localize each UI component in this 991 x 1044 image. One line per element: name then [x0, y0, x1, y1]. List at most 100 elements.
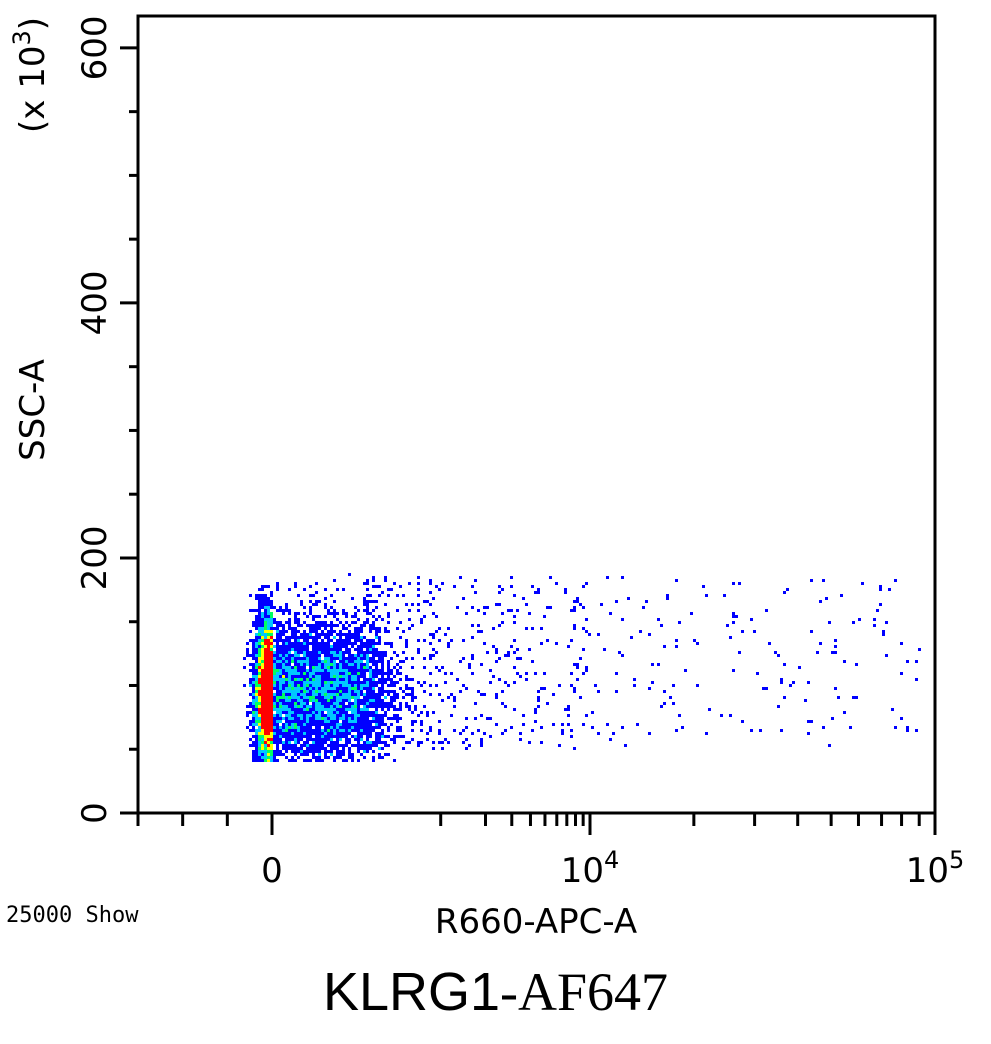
event-dot [498, 657, 501, 660]
event-dot [357, 750, 360, 753]
event-dot [246, 642, 249, 645]
event-dot [261, 726, 264, 729]
event-dot [906, 729, 909, 732]
event-dot [336, 693, 339, 696]
event-dot [300, 726, 303, 729]
event-dot [315, 669, 318, 672]
event-dot [441, 741, 444, 744]
event-dot [318, 702, 321, 705]
event-dot [399, 678, 402, 681]
event-dot [423, 681, 426, 684]
event-dot [291, 645, 294, 648]
event-dot [375, 675, 378, 678]
event-dot [327, 750, 330, 753]
event-dot [330, 711, 333, 714]
event-dot [573, 627, 576, 630]
event-dot [330, 690, 333, 693]
event-dot [375, 732, 378, 735]
event-dot [318, 699, 321, 702]
event-dot [372, 750, 375, 753]
event-dot [261, 738, 264, 741]
event-dot [267, 732, 270, 735]
event-dot [279, 630, 282, 633]
event-dot [408, 678, 411, 681]
figure-caption: KLRG1-AF647 [0, 962, 991, 1022]
event-dot [279, 681, 282, 684]
event-dot [819, 600, 822, 603]
event-dot [360, 630, 363, 633]
event-dot [354, 699, 357, 702]
event-dot [411, 657, 414, 660]
event-dot [348, 690, 351, 693]
event-dot [336, 705, 339, 708]
event-dot [318, 657, 321, 660]
event-dot [255, 639, 258, 642]
event-dot [405, 642, 408, 645]
event-dot [270, 666, 273, 669]
event-dot [327, 729, 330, 732]
event-dot [411, 699, 414, 702]
event-dot [255, 669, 258, 672]
event-dot [318, 675, 321, 678]
event-dot [282, 699, 285, 702]
event-dot [315, 726, 318, 729]
event-dot [393, 693, 396, 696]
event-dot [354, 621, 357, 624]
event-dot [309, 627, 312, 630]
event-dot [264, 657, 267, 660]
event-dot [378, 741, 381, 744]
event-dot [270, 759, 273, 762]
event-dot [261, 675, 264, 678]
event-dot [504, 705, 507, 708]
event-dot [372, 705, 375, 708]
event-dot [378, 723, 381, 726]
event-dot [276, 735, 279, 738]
event-dot [255, 720, 258, 723]
event-dot [282, 630, 285, 633]
event-dot [249, 654, 252, 657]
event-dot [342, 645, 345, 648]
event-dot [318, 666, 321, 669]
event-dot [351, 708, 354, 711]
event-dot [390, 702, 393, 705]
event-dot [345, 720, 348, 723]
event-dot [300, 645, 303, 648]
event-dot [264, 642, 267, 645]
event-dot [372, 759, 375, 762]
event-dot [255, 645, 258, 648]
event-dot [357, 696, 360, 699]
event-dot [423, 657, 426, 660]
event-dot [255, 654, 258, 657]
event-dot [396, 681, 399, 684]
event-dot [306, 660, 309, 663]
event-dot [303, 693, 306, 696]
event-dot [696, 684, 699, 687]
event-dot [330, 744, 333, 747]
event-dot [330, 687, 333, 690]
event-dot [267, 597, 270, 600]
event-dot [315, 678, 318, 681]
event-dot [375, 705, 378, 708]
event-dot [585, 666, 588, 669]
event-dot [258, 753, 261, 756]
event-dot [288, 627, 291, 630]
event-dot [261, 594, 264, 597]
event-dot [372, 648, 375, 651]
event-dot [345, 708, 348, 711]
event-dot [342, 681, 345, 684]
event-dot [270, 747, 273, 750]
event-dot [855, 663, 858, 666]
event-dot [528, 612, 531, 615]
event-dot [495, 693, 498, 696]
event-dot [630, 636, 633, 639]
event-dot [276, 645, 279, 648]
event-dot [834, 687, 837, 690]
event-dot [264, 675, 267, 678]
event-dot [327, 723, 330, 726]
event-dot [279, 696, 282, 699]
event-dot [480, 738, 483, 741]
event-dot [327, 612, 330, 615]
event-dot [372, 624, 375, 627]
event-dot [372, 639, 375, 642]
event-dot [258, 708, 261, 711]
